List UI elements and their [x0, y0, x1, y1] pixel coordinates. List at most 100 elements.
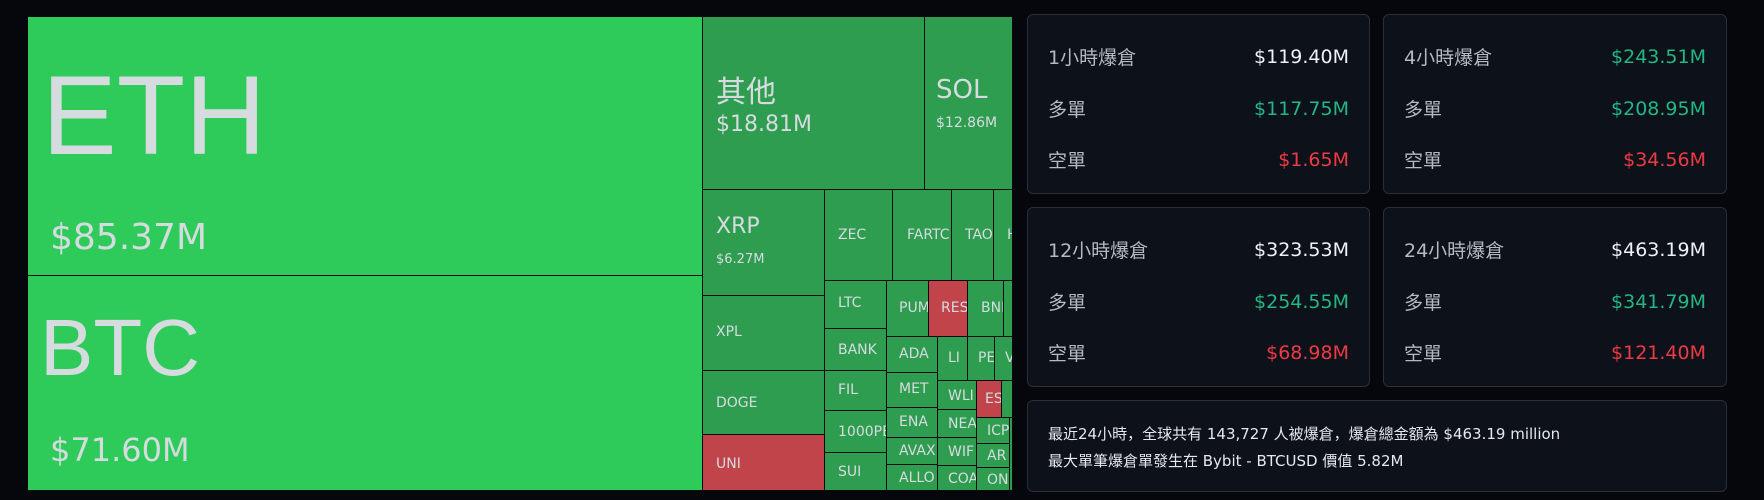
tile-es[interactable]: ES [977, 381, 1002, 418]
card-title: 12小時爆倉 [1048, 240, 1149, 262]
tile-sliver-3[interactable] [1010, 418, 1013, 491]
tile-v[interactable]: V [995, 337, 1013, 381]
tile-icp[interactable]: ICP [977, 418, 1010, 444]
tile-symbol: FIL [838, 382, 858, 398]
short-value: $68.98M [1266, 341, 1349, 364]
tile-sliver-1[interactable] [1004, 281, 1013, 337]
long-value: $117.75M [1254, 97, 1349, 120]
long-label: 多單 [1404, 99, 1443, 121]
tile-symbol: UNI [716, 456, 741, 472]
tile-li[interactable]: LI [938, 337, 968, 381]
tile-pe[interactable]: PE [968, 337, 995, 381]
tile-symbol: PE [978, 350, 995, 366]
card-1h: 1小時爆倉 $119.40M 多單 $117.75M 空單 $1.65M [1027, 14, 1370, 194]
summary-card: 最近24小時，全球共有 143,727 人被爆倉，爆倉總金額為 $463.19 … [1027, 400, 1727, 492]
tile-xrp[interactable]: XRP $6.27M [703, 190, 825, 296]
tile-symbol: SUI [838, 464, 862, 480]
tile-symbol: ZEC [838, 227, 867, 243]
tile-symbol: 1000PE [838, 424, 887, 440]
tile-eth[interactable]: ETH $85.37M [28, 17, 703, 276]
short-label: 空單 [1404, 150, 1443, 172]
tile-bnb[interactable]: BNI [968, 281, 1004, 337]
tile-symbol: LI [948, 350, 960, 366]
short-label: 空單 [1048, 343, 1087, 365]
card-total: $463.19M [1611, 238, 1706, 261]
tile-fil[interactable]: FIL [825, 371, 887, 411]
tile-pum[interactable]: PUM [887, 281, 929, 337]
tile-met[interactable]: MET [887, 373, 938, 408]
tile-symbol: ADA [899, 346, 929, 362]
tile-coa[interactable]: COA [938, 466, 977, 491]
tile-value: $18.81M [716, 112, 812, 137]
liquidation-treemap: ETH $85.37M BTC $71.60M 其他 $18.81M SOL $… [28, 17, 1013, 491]
tile-symbol: V [1005, 350, 1012, 366]
tile-sliver-2[interactable] [1002, 381, 1013, 418]
tile-symbol: WLI [948, 388, 974, 404]
tile-doge[interactable]: DOGE [703, 371, 825, 435]
short-value: $1.65M [1278, 148, 1349, 171]
tile-symbol: SOL [936, 75, 988, 105]
tile-nea[interactable]: NEA [938, 410, 977, 438]
short-label: 空單 [1404, 343, 1443, 365]
tile-xpl[interactable]: XPL [703, 296, 825, 371]
tile-bank[interactable]: BANK [825, 329, 887, 371]
tile-symbol: COA [948, 471, 977, 487]
tile-on[interactable]: ON [977, 468, 1010, 491]
tile-symbol: ES [985, 391, 1002, 407]
tile-symbol: FARTC [907, 227, 950, 243]
tile-symbol: ALLO [899, 470, 935, 486]
long-label: 多單 [1048, 99, 1087, 121]
tile-symbol: LTC [838, 295, 862, 311]
card-total: $323.53M [1254, 238, 1349, 261]
tile-symbol: TAO [965, 227, 993, 243]
long-value: $254.55M [1254, 290, 1349, 313]
tile-ltc[interactable]: LTC [825, 281, 887, 329]
tile-symbol: ON [987, 472, 1009, 488]
tile-symbol: XPL [716, 324, 742, 340]
card-total: $243.51M [1611, 45, 1706, 68]
tile-ena[interactable]: ENA [887, 408, 938, 438]
short-value: $34.56M [1623, 148, 1706, 171]
tile-value: $85.37M [50, 217, 208, 258]
tile-zec[interactable]: ZEC [825, 190, 893, 281]
tile-1000pe[interactable]: 1000PE [825, 411, 887, 453]
tile-uni[interactable]: UNI [703, 435, 825, 491]
tile-allo[interactable]: ALLO [887, 465, 938, 491]
tile-symbol: AR [987, 448, 1007, 464]
tile-symbol: ENA [899, 414, 928, 430]
tile-symbol: PUM [899, 300, 929, 316]
tile-symbol: MET [899, 381, 929, 397]
tile-symbol: DOGE [716, 395, 758, 411]
tile-value: $12.86M [936, 115, 998, 131]
tile-symbol: ICP [987, 423, 1010, 439]
tile-wli[interactable]: WLI [938, 381, 977, 410]
card-4h: 4小時爆倉 $243.51M 多單 $208.95M 空單 $34.56M [1383, 14, 1727, 194]
tile-symbol: ETH [42, 53, 266, 178]
tile-h[interactable]: H [994, 190, 1013, 281]
tile-avax[interactable]: AVAX [887, 438, 938, 465]
card-title: 24小時爆倉 [1404, 240, 1505, 262]
tile-wif[interactable]: WIF [938, 438, 977, 466]
tile-fartc[interactable]: FARTC [893, 190, 952, 281]
tile-sui[interactable]: SUI [825, 453, 887, 491]
card-title: 1小時爆倉 [1048, 47, 1137, 69]
card-12h: 12小時爆倉 $323.53M 多單 $254.55M 空單 $68.98M [1027, 207, 1370, 387]
tile-sol[interactable]: SOL $12.86M [925, 17, 1013, 190]
short-value: $121.40M [1611, 341, 1706, 364]
long-label: 多單 [1404, 292, 1443, 314]
card-24h: 24小時爆倉 $463.19M 多單 $341.79M 空單 $121.40M [1383, 207, 1727, 387]
summary-line-2: 最大單筆爆倉單發生在 Bybit - BTCUSD 價值 5.82M [1048, 452, 1404, 470]
short-label: 空單 [1048, 150, 1087, 172]
tile-tao[interactable]: TAO [952, 190, 994, 281]
card-total: $119.40M [1254, 45, 1349, 68]
tile-ar[interactable]: AR [977, 444, 1010, 468]
long-value: $341.79M [1611, 290, 1706, 313]
tile-symbol: BTC [40, 303, 200, 392]
tile-res[interactable]: RES [929, 281, 968, 337]
tile-ada[interactable]: ADA [887, 337, 938, 373]
tile-btc[interactable]: BTC $71.60M [28, 276, 703, 491]
tile-others[interactable]: 其他 $18.81M [703, 17, 925, 190]
tile-symbol: WIF [948, 444, 975, 460]
card-title: 4小時爆倉 [1404, 47, 1493, 69]
long-value: $208.95M [1611, 97, 1706, 120]
